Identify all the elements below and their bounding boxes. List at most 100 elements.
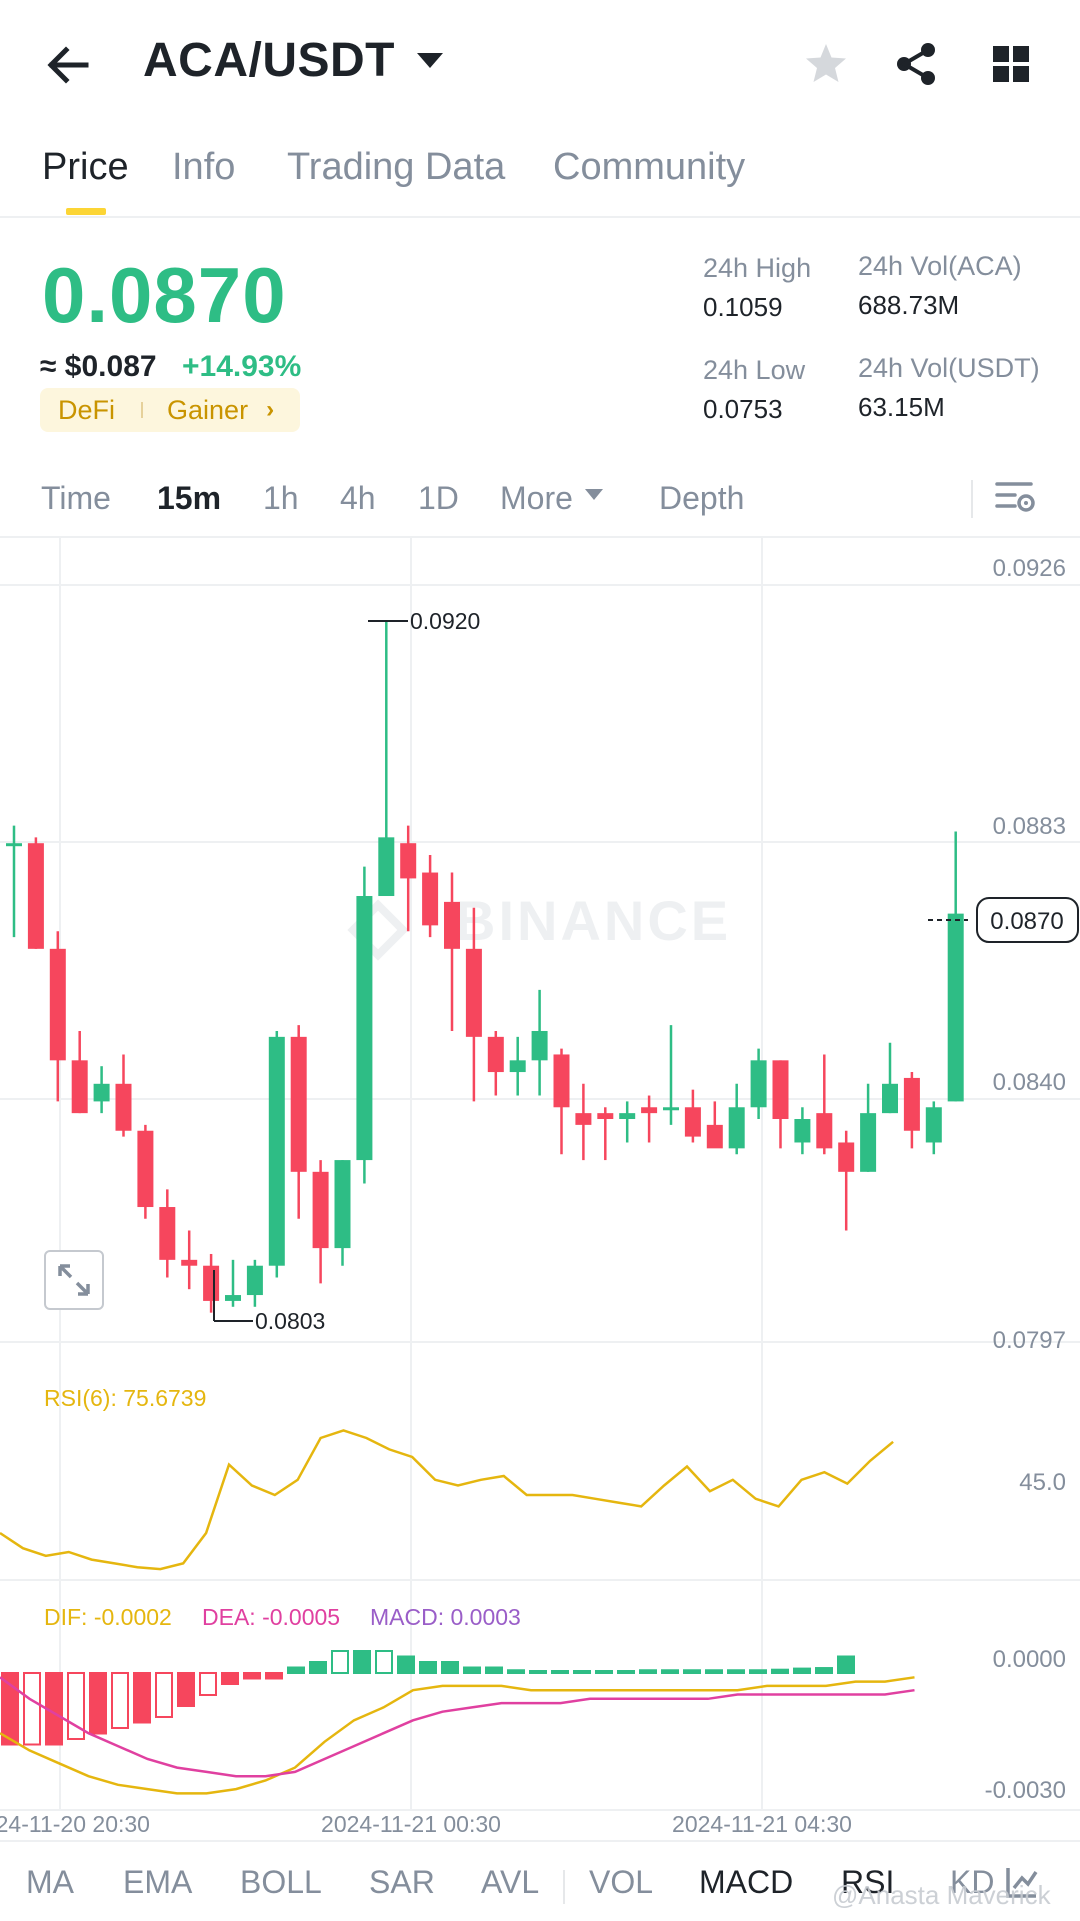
macd-bar [111, 1672, 129, 1729]
macd-bar [639, 1669, 657, 1674]
candle-body [356, 896, 373, 1161]
indicator-rsi[interactable]: RSI [841, 1864, 895, 1900]
time-axis: 2024-11-20 20:30 2024-11-21 00:30 2024-1… [0, 1811, 852, 1837]
interval-bar: Time 15m 1h 4h 1D More Depth [0, 462, 1080, 538]
candles-group [6, 620, 964, 1313]
dif-line [0, 1676, 915, 1795]
candle-body [159, 1207, 176, 1260]
dea-line [0, 1676, 915, 1778]
rsi-label: RSI(6): 75.6739 [44, 1385, 206, 1411]
share-icon[interactable] [888, 36, 944, 92]
dea-label: DEA: -0.0005 [202, 1604, 340, 1630]
chevron-down-icon [417, 53, 443, 68]
expand-icon [58, 1264, 90, 1296]
candle-body [925, 1107, 942, 1143]
candle-body [203, 1265, 220, 1301]
macd-bar [265, 1672, 283, 1680]
tab-info[interactable]: Info [172, 146, 236, 188]
chart-settings-icon[interactable] [993, 476, 1039, 522]
kline-chart[interactable]: BINANCE 0.0926 0.0883 0.0840 0.0797 0.08… [0, 538, 1080, 1838]
candle-body [838, 1142, 855, 1172]
interval-time[interactable]: Time [41, 480, 111, 516]
interval-1d[interactable]: 1D [418, 480, 459, 516]
vol-base-label: 24h Vol(ACA) [858, 251, 1022, 281]
interval-more[interactable]: More [500, 480, 603, 517]
tab-community[interactable]: Community [553, 146, 746, 188]
macd-bar [419, 1661, 437, 1674]
macd-histogram [1, 1650, 855, 1746]
price-axis-label: 0.0797 [993, 1327, 1066, 1354]
more-caret-icon [584, 489, 603, 501]
high-marker-label: 0.0920 [410, 608, 480, 634]
candle-body [422, 872, 439, 926]
credit-watermark: @Anasta Maverick [832, 1880, 1051, 1910]
macd-bar [331, 1650, 349, 1674]
high-label: 24h High [703, 253, 812, 283]
macd-bar [397, 1655, 415, 1674]
indicator-vol[interactable]: VOL [589, 1864, 654, 1900]
price-axis-label: 0.0926 [993, 555, 1066, 582]
tab-trading-data[interactable]: Trading Data [287, 146, 506, 188]
macd-bar [199, 1672, 217, 1696]
candle-body [509, 1060, 526, 1073]
star-icon[interactable] [798, 36, 854, 92]
candle-body [137, 1130, 154, 1208]
tag-gainer[interactable]: Gainer [167, 394, 249, 425]
macd-bar [287, 1666, 305, 1674]
active-tab-indicator [66, 208, 106, 215]
expand-chart-button[interactable] [44, 1250, 104, 1310]
high-marker: 0.0920 [368, 608, 480, 634]
candle-body [794, 1119, 811, 1143]
chevron-right-icon: › [266, 396, 275, 423]
macd-bar [441, 1661, 459, 1674]
indicator-avl[interactable]: AVL [481, 1864, 540, 1900]
tag-box[interactable]: DeFi Gainer › [40, 388, 300, 432]
candle-body [860, 1113, 877, 1172]
indicator-ema[interactable]: EMA [123, 1864, 193, 1900]
back-arrow-icon[interactable] [40, 36, 100, 96]
indicator-settings-icon[interactable] [1002, 1862, 1042, 1902]
interval-4h[interactable]: 4h [340, 480, 376, 516]
macd-pane: DIF: -0.0002 DEA: -0.0005 MACD: 0.0003 0… [0, 1604, 1066, 1804]
grid-icon[interactable] [983, 36, 1039, 92]
interval-1h[interactable]: 1h [263, 480, 299, 516]
chart-grid [0, 538, 1080, 1811]
low-label: 24h Low [703, 355, 806, 385]
macd-bar [23, 1672, 41, 1746]
candle-body [49, 948, 66, 1061]
tab-price[interactable]: Price [42, 146, 129, 188]
macd-axis-top: 0.0000 [993, 1646, 1066, 1673]
candle-body [378, 837, 395, 897]
interval-15m[interactable]: 15m [157, 480, 222, 516]
low-value: 0.0753 [703, 394, 783, 424]
indicator-ma[interactable]: MA [26, 1864, 74, 1900]
indicator-macd[interactable]: MACD [699, 1864, 794, 1900]
last-price-tag: 0.0870 [990, 908, 1063, 935]
rsi-axis-label: 45.0 [1019, 1469, 1066, 1496]
more-label: More [500, 480, 573, 516]
candle-body [444, 901, 460, 949]
low-marker: 0.0803 [213, 1270, 325, 1334]
indicator-sar[interactable]: SAR [369, 1864, 435, 1900]
candle-body [619, 1113, 636, 1120]
macd-bar [463, 1666, 481, 1674]
candle-body [882, 1083, 898, 1114]
indicator-boll[interactable]: BOLL [240, 1864, 322, 1900]
price-axis-label: 0.0840 [993, 1069, 1066, 1096]
top-header: ACA/USDT [0, 0, 1080, 128]
pair-selector[interactable]: ACA/USDT [143, 33, 443, 88]
macd-bar [815, 1667, 833, 1675]
macd-bar [89, 1672, 107, 1735]
candle-body [816, 1113, 833, 1149]
interval-depth[interactable]: Depth [659, 480, 745, 516]
macd-bar [573, 1670, 591, 1674]
macd-bar [155, 1672, 173, 1718]
candle-body [947, 913, 964, 1102]
indicator-kd[interactable]: KD [950, 1864, 995, 1900]
candle-body [27, 843, 44, 949]
tag-defi[interactable]: DeFi [58, 394, 116, 425]
last-price: 0.0870 [42, 251, 287, 339]
macd-bar [221, 1672, 239, 1685]
macd-label: MACD: 0.0003 [370, 1604, 521, 1630]
rsi-line [0, 1429, 894, 1571]
